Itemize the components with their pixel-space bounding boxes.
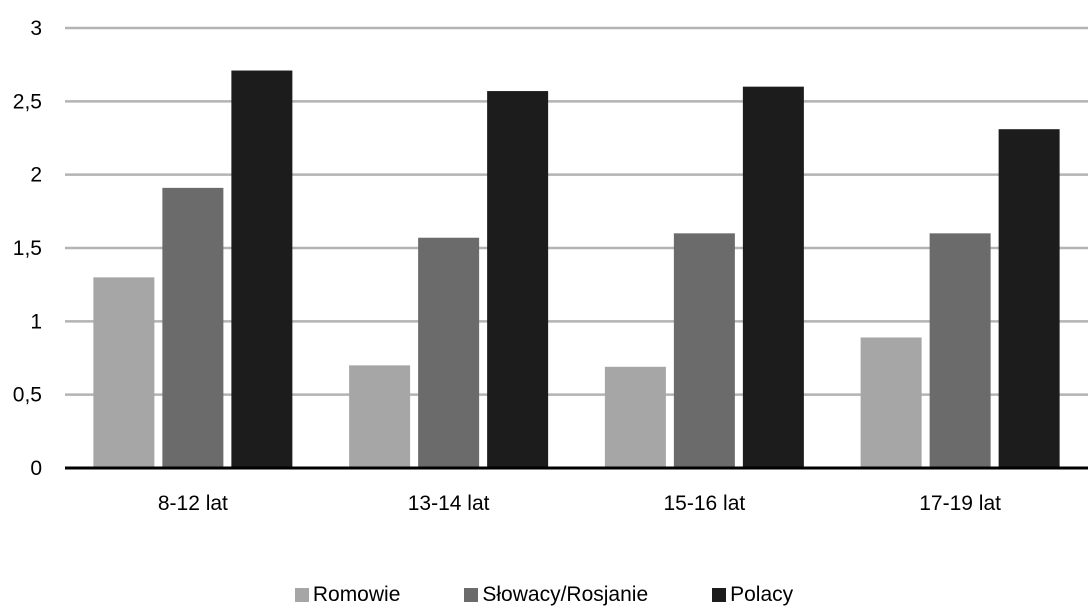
bar xyxy=(93,277,155,468)
bar xyxy=(604,366,666,468)
bar xyxy=(673,233,735,468)
legend-label: Polacy xyxy=(730,583,794,606)
legend: Romowie Słowacy/Rosjanie Polacy xyxy=(0,583,1088,607)
bar xyxy=(998,129,1060,468)
bar xyxy=(231,70,293,469)
x-tick-label: 15-16 lat xyxy=(664,492,746,515)
bar xyxy=(418,237,480,468)
y-tick-label: 0,5 xyxy=(13,384,42,407)
bar xyxy=(929,233,991,468)
legend-item-polacy: Polacy xyxy=(712,583,793,607)
bar xyxy=(487,91,549,469)
legend-item-romowie: Romowie xyxy=(294,583,401,607)
legend-label: Romowie xyxy=(312,583,401,606)
bar-chart: 0 0,5 1 1,5 2 2,5 3 8-12 lat 13-14 lat 15-16 lat… xyxy=(13,17,1088,515)
bars xyxy=(93,70,1060,469)
bar xyxy=(742,86,804,469)
legend-swatch xyxy=(712,588,727,602)
legend-swatch xyxy=(464,588,479,602)
bar xyxy=(162,187,224,468)
bar xyxy=(860,337,922,468)
y-tick-label: 2 xyxy=(30,164,42,187)
y-tick-label: 0 xyxy=(30,457,42,480)
bar xyxy=(349,365,411,468)
legend-label: Słowacy/Rosjanie xyxy=(482,583,649,606)
y-tick-label: 1,5 xyxy=(13,237,42,260)
y-tick-label: 2,5 xyxy=(13,90,42,113)
legend-item-slowacy-rosjanie: Słowacy/Rosjanie xyxy=(464,583,648,607)
x-tick-label: 17-19 lat xyxy=(919,492,1001,515)
y-axis-tick-labels: 0 0,5 1 1,5 2 2,5 3 xyxy=(13,17,42,480)
y-tick-label: 3 xyxy=(30,17,42,40)
y-tick-label: 1 xyxy=(30,310,42,333)
x-tick-label: 8-12 lat xyxy=(158,492,228,515)
x-axis-tick-labels: 8-12 lat 13-14 lat 15-16 lat 17-19 lat xyxy=(158,492,1001,515)
x-tick-label: 13-14 lat xyxy=(408,492,490,515)
legend-swatch xyxy=(294,588,309,602)
